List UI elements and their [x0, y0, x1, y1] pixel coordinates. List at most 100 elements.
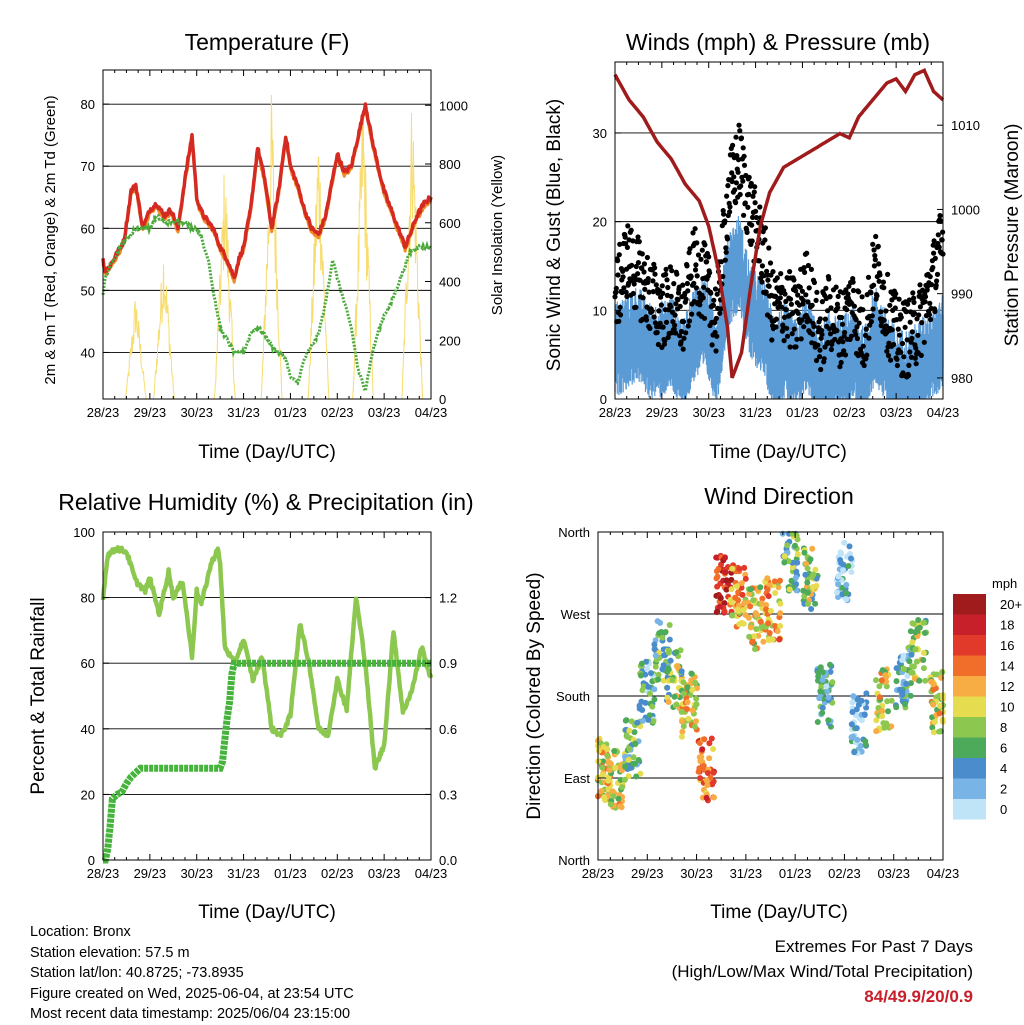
direction-point	[742, 575, 749, 582]
gust-point	[834, 328, 840, 334]
gust-point	[686, 318, 693, 324]
gust-point	[635, 260, 642, 266]
gust-point	[815, 342, 821, 348]
gust-point	[865, 274, 872, 280]
gust-point	[620, 274, 626, 280]
winds-title: Winds (mph) & Pressure (mb)	[626, 29, 930, 55]
gust-point	[750, 214, 756, 220]
gust-point	[694, 273, 700, 279]
gust-point	[621, 285, 627, 291]
rh-precip-ytick-label: 40	[81, 722, 95, 737]
rh-precip-xtick-label: 01/23	[274, 866, 307, 881]
gust-point	[748, 180, 754, 187]
direction-point	[930, 681, 937, 688]
gust-point	[811, 323, 817, 330]
winds-y2tick-label: 990	[951, 287, 973, 302]
gust-point	[932, 309, 938, 315]
direction-point	[671, 693, 678, 700]
gust-point	[918, 352, 924, 358]
wind-direction-panel: 28/23 29/23 30/23 31/23 01/23 02/23 03/23 04/23…	[524, 483, 1022, 923]
gust-point	[863, 326, 869, 332]
winds-ytick-label: 20	[593, 215, 607, 230]
gust-point	[749, 238, 755, 244]
direction-point	[804, 589, 811, 596]
gust-point	[655, 341, 662, 348]
gust-point	[901, 354, 907, 360]
gust-point	[710, 302, 717, 308]
direction-point	[936, 710, 943, 717]
gust-point	[776, 300, 783, 306]
direction-point	[765, 620, 772, 627]
gust-point	[658, 302, 665, 308]
gust-point	[683, 296, 689, 302]
gust-point	[889, 327, 895, 333]
gust-point	[672, 312, 678, 318]
direction-point	[599, 764, 606, 771]
direction-point	[907, 692, 914, 699]
direction-point	[728, 586, 735, 593]
direction-point	[819, 704, 826, 711]
direction-point	[861, 711, 868, 718]
gust-point	[693, 285, 700, 291]
gust-point	[699, 247, 705, 253]
direction-point	[700, 762, 707, 769]
direction-point	[709, 781, 716, 788]
direction-point	[753, 626, 760, 632]
direction-point	[684, 699, 691, 706]
direction-point	[930, 701, 937, 708]
direction-point	[819, 669, 826, 676]
speed-legend-swatch	[953, 594, 986, 615]
gust-point	[832, 336, 838, 342]
direction-point	[645, 683, 652, 690]
direction-point	[883, 674, 889, 681]
temp-2m-line	[101, 102, 433, 280]
direction-point	[626, 745, 633, 752]
gust-point	[798, 336, 804, 342]
speed-legend-title: mph	[992, 576, 1017, 591]
direction-point	[933, 671, 940, 678]
gust-point	[794, 336, 800, 342]
direction-point	[908, 651, 915, 658]
extremes-values: 84/49.9/20/0.9	[864, 987, 973, 1006]
wind-direction-xtick-label: 02/23	[828, 866, 861, 881]
gust-point	[631, 281, 637, 287]
gust-point	[643, 317, 650, 323]
gust-point	[741, 212, 747, 218]
gust-point	[774, 275, 780, 281]
gust-point	[903, 309, 910, 315]
direction-point	[703, 794, 710, 801]
station-elevation: Station elevation: 57.5 m	[30, 944, 190, 961]
gust-point	[692, 267, 699, 273]
gust-point	[759, 263, 766, 269]
direction-point	[630, 754, 637, 761]
winds-y2tick-label: 980	[951, 371, 973, 386]
gust-point	[683, 330, 689, 336]
winds-xtick-label: 30/23	[692, 405, 725, 420]
temperature-ytick-label: 50	[81, 283, 95, 298]
direction-point	[929, 724, 936, 731]
direction-point	[662, 629, 669, 636]
direction-point	[930, 729, 937, 736]
gust-point	[779, 304, 785, 310]
gust-point	[702, 242, 708, 248]
direction-point	[789, 564, 796, 571]
gust-point	[735, 169, 741, 175]
direction-point	[602, 797, 609, 804]
direction-point	[599, 771, 606, 778]
gust-points	[612, 122, 946, 380]
gust-point	[720, 273, 726, 280]
gust-point	[869, 313, 875, 319]
gust-point	[650, 278, 656, 284]
gust-point	[909, 335, 915, 341]
gust-point	[660, 324, 666, 330]
direction-point	[835, 573, 842, 580]
gust-point	[841, 348, 847, 354]
gust-point	[665, 284, 671, 291]
direction-point	[845, 563, 852, 569]
direction-point	[746, 633, 753, 640]
direction-point	[907, 680, 914, 687]
temperature-ytick-label: 70	[81, 159, 95, 174]
direction-point	[879, 667, 886, 674]
direction-point	[679, 728, 686, 735]
gust-point	[928, 316, 934, 323]
